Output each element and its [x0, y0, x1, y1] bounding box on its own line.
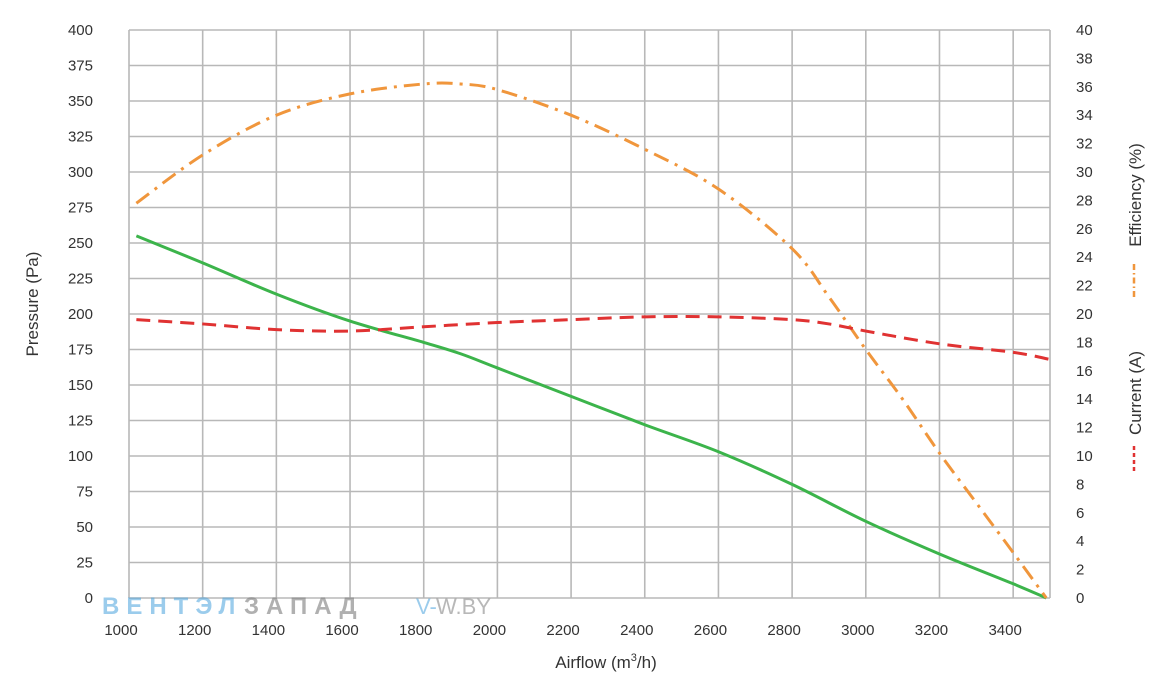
y2-tick-label: 22	[1076, 278, 1093, 295]
y-tick-label: 50	[76, 519, 93, 536]
watermark-brand-blue: ВЕНТЭЛ	[102, 593, 242, 620]
x-tick-labels: 1000 1200 1400 1600 1800 2000 2200 2400 2600 2800…	[104, 622, 1022, 639]
y-tick-label: 225	[68, 271, 93, 288]
y-axis-label: Pressure (Pa)	[23, 252, 42, 357]
y2-tick-label: 24	[1076, 249, 1093, 266]
y-tick-label: 275	[68, 200, 93, 217]
x-tick-label: 2200	[546, 622, 579, 639]
y-tick-label: 400	[68, 22, 93, 39]
x-tick-label: 2800	[767, 622, 800, 639]
y2-tick-label: 2	[1076, 562, 1084, 579]
y-tick-label: 300	[68, 164, 93, 181]
y-tick-label: 200	[68, 306, 93, 323]
y-tick-label: 150	[68, 377, 93, 394]
x-axis-label: Airflow (m3/h)	[555, 652, 657, 672]
y2-tick-label: 6	[1076, 505, 1084, 522]
x-tick-label: 3000	[841, 622, 874, 639]
y-tick-label: 0	[85, 590, 93, 607]
x-tick-label: 1200	[178, 622, 211, 639]
y2-tick-label: 14	[1076, 391, 1093, 408]
x-tick-label: 2400	[620, 622, 653, 639]
x-tick-label: 3200	[915, 622, 948, 639]
y2-tick-label: 20	[1076, 306, 1093, 323]
watermark: ВЕНТЭЛ ЗАПАД V- W.BY	[102, 593, 491, 620]
y-tick-label: 100	[68, 448, 93, 465]
y-tick-label: 350	[68, 93, 93, 110]
y2-tick-label: 8	[1076, 476, 1084, 493]
watermark-site-blue: V-	[416, 594, 437, 619]
x-tick-label: 1600	[325, 622, 358, 639]
x-tick-label: 1000	[104, 622, 137, 639]
y2-tick-label: 30	[1076, 164, 1093, 181]
x-tick-label: 2000	[473, 622, 506, 639]
y2-tick-label: 10	[1076, 448, 1093, 465]
y2-tick-label: 32	[1076, 136, 1093, 153]
grid	[128, 29, 1051, 599]
y-tick-label: 25	[76, 555, 93, 572]
y2-tick-label: 0	[1076, 590, 1084, 607]
y-tick-label: 175	[68, 342, 93, 359]
y2-tick-label: 12	[1076, 420, 1093, 437]
x-tick-label: 3400	[988, 622, 1021, 639]
y2-tick-label: 16	[1076, 363, 1093, 380]
efficiency-line	[135, 81, 1048, 599]
y-tick-label: 325	[68, 129, 93, 146]
y-tick-label: 125	[68, 413, 93, 430]
x-tick-label: 1800	[399, 622, 432, 639]
y-tick-labels: 0 25 50 75 100 125 150 175 200 225 250 275 300 325 350…	[68, 22, 93, 607]
y2-axis-labels: Efficiency (%) Current (A)	[1126, 143, 1145, 471]
x-tick-label: 2600	[694, 622, 727, 639]
series-layer	[135, 81, 1051, 600]
y2-tick-label: 4	[1076, 533, 1084, 550]
y2-tick-label: 18	[1076, 334, 1093, 351]
y2-tick-label: 28	[1076, 192, 1093, 209]
y-tick-label: 250	[68, 235, 93, 252]
pressure-line	[135, 234, 1047, 600]
y2-tick-label: 40	[1076, 22, 1093, 39]
y2-tick-label: 26	[1076, 221, 1093, 238]
current-line	[136, 314, 1051, 361]
efficiency-axis-label: Efficiency (%)	[1126, 143, 1145, 247]
watermark-site-grey: W.BY	[436, 594, 491, 619]
y-tick-label: 75	[76, 484, 93, 501]
watermark-brand-grey: ЗАПАД	[244, 593, 364, 620]
y-tick-label: 375	[68, 58, 93, 75]
y2-tick-label: 34	[1076, 107, 1093, 124]
x-tick-label: 1400	[252, 622, 285, 639]
y2-tick-label: 36	[1076, 79, 1093, 96]
current-axis-label: Current (A)	[1126, 351, 1145, 435]
y2-tick-label: 38	[1076, 50, 1093, 67]
